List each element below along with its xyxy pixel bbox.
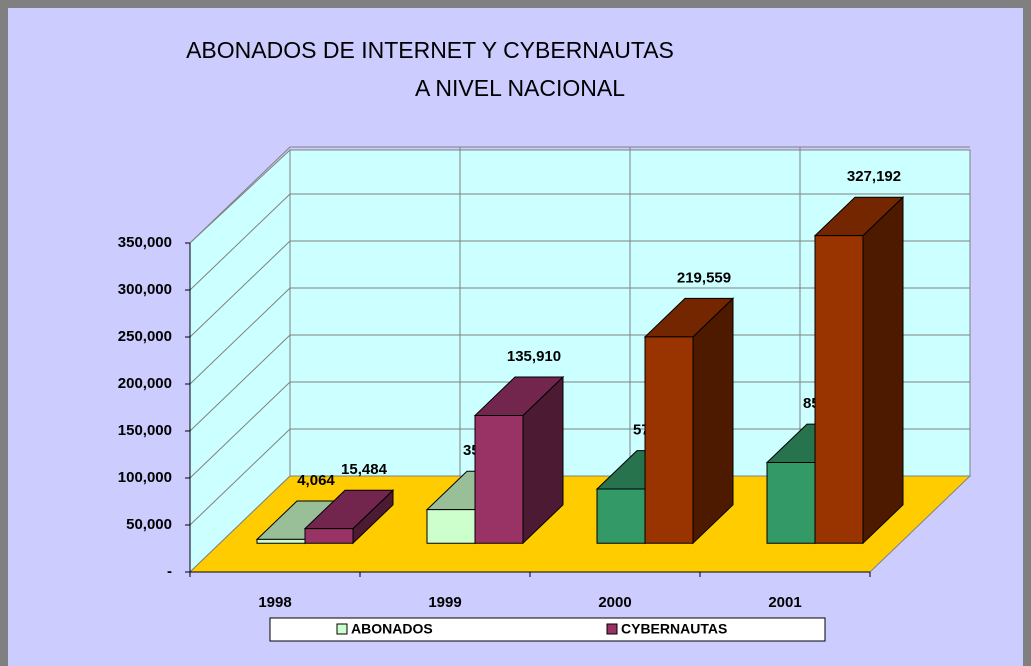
bar [596, 488, 646, 544]
bar [814, 235, 864, 544]
y-tick-label: 150,000 [118, 422, 172, 439]
grid-line [189, 193, 970, 291]
data-label: 135,910 [507, 348, 561, 365]
data-label: 327,192 [847, 168, 901, 185]
data-label: 219,559 [677, 269, 731, 286]
y-tick-label: 300,000 [118, 281, 172, 298]
grid-line [189, 287, 970, 385]
chart-title: A NIVEL NACIONAL [415, 75, 625, 101]
chart-title: ABONADOS DE INTERNET Y CYBERNAUTAS [186, 37, 674, 63]
y-tick-label: 100,000 [118, 469, 172, 486]
data-label: 15,484 [341, 461, 388, 478]
bar-side [862, 196, 904, 545]
y-tick-label: 50,000 [126, 516, 172, 533]
y-tick-label: 200,000 [118, 375, 172, 392]
bar [644, 336, 694, 544]
bar [766, 462, 816, 544]
legend-swatch [336, 623, 348, 635]
legend-swatch [606, 623, 618, 635]
grid-line [189, 334, 970, 432]
y-tick-label: 350,000 [118, 234, 172, 251]
y-tick-label: 250,000 [118, 328, 172, 345]
data-label: 4,064 [297, 472, 335, 489]
x-tick-label: 1999 [428, 594, 461, 611]
grid-line [189, 381, 970, 479]
bar [474, 414, 524, 544]
legend [269, 617, 826, 642]
bar-side [692, 297, 734, 545]
x-tick-label: 2000 [598, 594, 631, 611]
legend-label: CYBERNAUTAS [621, 621, 727, 637]
bar [256, 538, 306, 544]
grid-line [189, 428, 970, 526]
bar [426, 509, 476, 544]
grid-line [189, 146, 970, 244]
bar [304, 528, 354, 544]
grid-line [189, 240, 970, 338]
x-tick-label: 1998 [258, 594, 291, 611]
legend-label: ABONADOS [351, 621, 433, 637]
x-tick-label: 2001 [768, 594, 801, 611]
y-tick-label: - [167, 563, 172, 580]
